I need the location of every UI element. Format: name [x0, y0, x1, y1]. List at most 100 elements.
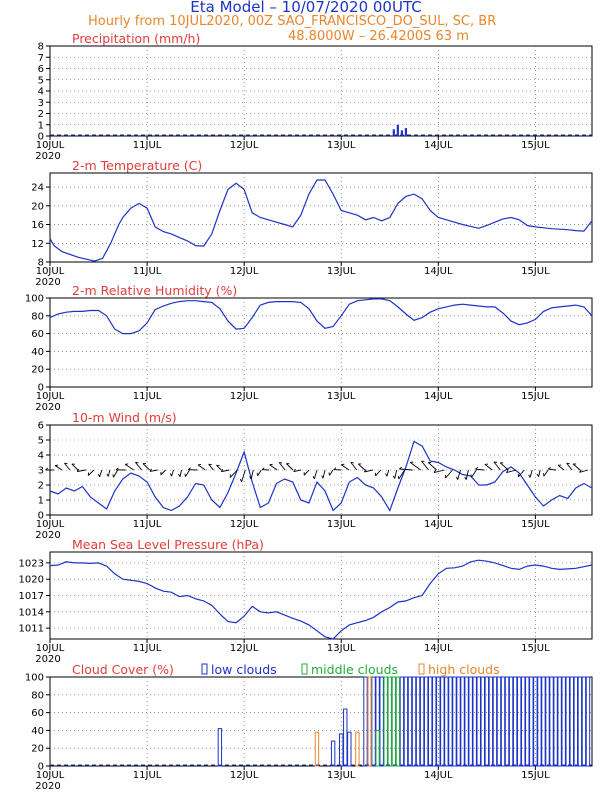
y-tick-label: 80 [31, 690, 44, 701]
y-tick-label: 8 [38, 42, 44, 53]
wind-barb-head [475, 467, 479, 470]
wind-barb [107, 469, 111, 477]
wind-barb-head [464, 476, 467, 480]
low-cloud-bar [561, 676, 566, 767]
wind-barb [465, 469, 469, 480]
low-cloud-bar [375, 676, 380, 767]
panel-title: 2-m Relative Humidity (%) [72, 283, 237, 298]
low-cloud-bar [423, 676, 429, 767]
wind-barb [518, 469, 525, 478]
wind-barb [216, 465, 222, 471]
wind-barb-head [528, 474, 531, 478]
y-tick-label: 20 [31, 744, 44, 755]
x-tick-label: 14JUL [424, 140, 453, 151]
x-tick-label: 11JUL [133, 643, 162, 654]
wind-barb [421, 460, 429, 471]
low-cloud-bar [419, 676, 425, 767]
y-tick-label: 60 [31, 708, 44, 719]
x-tick-label: 14JUL [424, 519, 453, 530]
low-cloud-bar [456, 676, 461, 767]
coordinates-info: 48.8000W – 26.4200S 63 m [288, 29, 469, 44]
wind-barb [538, 469, 541, 477]
x-tick-label: 14JUL [424, 770, 453, 781]
panel-title: Precipitation (mm/h) [72, 31, 200, 46]
wind-barb [229, 469, 238, 478]
y-tick-label: 12 [31, 239, 44, 250]
wind-barb [375, 469, 382, 477]
high-cloud-bar [314, 731, 320, 767]
low-cloud-bar [504, 676, 510, 767]
chart-title: Eta Model – 10/07/2020 00UTC [190, 0, 422, 16]
series-line [49, 559, 593, 640]
x-tick-label: 11JUL [133, 770, 162, 781]
wind-barb [398, 469, 406, 480]
y-tick-label: 5 [38, 436, 44, 447]
low-cloud-bar [553, 676, 558, 767]
legend-middle-clouds: middle clouds [311, 662, 398, 677]
x-tick-label: 11JUL [133, 391, 162, 402]
wind-barb-head [249, 476, 252, 480]
wind-barb [124, 463, 134, 471]
low-cloud-bar [464, 676, 469, 767]
middle-cloud-bar [383, 676, 388, 767]
x-tick-label: 14JUL [424, 391, 453, 402]
wind-barb-head [433, 469, 437, 473]
year-label: 2020 [35, 781, 60, 792]
wind-barb [197, 464, 206, 471]
wind-barb-head [455, 476, 459, 480]
y-tick-label: 40 [31, 726, 44, 737]
wind-barb [286, 463, 294, 471]
middle-cloud-bar [395, 676, 401, 767]
y-tick-label: 2 [38, 109, 44, 120]
wind-barb-head [547, 467, 551, 470]
high-cloud-bar [355, 731, 360, 767]
y-tick-label: 40 [31, 347, 44, 358]
low-cloud-bar [565, 676, 570, 767]
wind-barb [471, 469, 477, 478]
x-tick-label: 15JUL [521, 266, 550, 277]
wind-barb [529, 469, 533, 478]
legend-low-clouds: low clouds [211, 662, 277, 677]
wind-barb-head [45, 467, 49, 471]
wind-barb-head [536, 473, 539, 477]
wind-barb-head [321, 475, 324, 479]
wind-barb [409, 461, 421, 471]
x-tick-label: 13JUL [327, 391, 356, 402]
y-tick-label: 2 [38, 481, 44, 492]
low-cloud-bar [411, 676, 417, 767]
y-tick-label: 100 [25, 673, 44, 684]
y-tick-label: 1023 [19, 558, 44, 569]
wind-barb [71, 463, 79, 471]
y-tick-label: 80 [31, 311, 44, 322]
low-cloud-bar [448, 676, 453, 767]
wind-barb-head [392, 475, 396, 479]
wind-barb [579, 469, 589, 473]
y-tick-label: 4 [38, 87, 44, 98]
year-label: 2020 [35, 151, 60, 162]
low-cloud-bar [516, 676, 522, 767]
low-cloud-bar [529, 676, 534, 767]
wind-barb [566, 462, 573, 471]
panel-4: 0 1 2 3 4 5 6 10JUL 11JUL 12JUL 13JUL 14JUL 15JUL 202… [35, 410, 593, 541]
wind-barb-head [112, 474, 114, 478]
x-tick-label: 13JUL [327, 140, 356, 151]
low-cloud-bar [379, 676, 384, 767]
low-cloud-bar [403, 676, 409, 767]
year-label: 2020 [35, 277, 60, 288]
wind-barb [386, 469, 390, 477]
wind-barb-head [169, 473, 172, 477]
wind-barb [394, 469, 398, 479]
y-tick-label: 8 [38, 258, 44, 269]
wind-barb [54, 465, 63, 471]
precip-bar [400, 130, 403, 136]
x-tick-label: 10JUL [36, 643, 65, 654]
wind-barb-head [184, 473, 186, 477]
low-cloud-bar [343, 708, 348, 767]
low-cloud-bar [415, 676, 421, 767]
legend-high-clouds: high clouds [428, 662, 500, 677]
y-tick-label: 0 [38, 762, 44, 773]
y-tick-label: 20 [31, 201, 44, 212]
x-tick-label: 13JUL [327, 643, 356, 654]
wind-barb-head [220, 468, 224, 472]
